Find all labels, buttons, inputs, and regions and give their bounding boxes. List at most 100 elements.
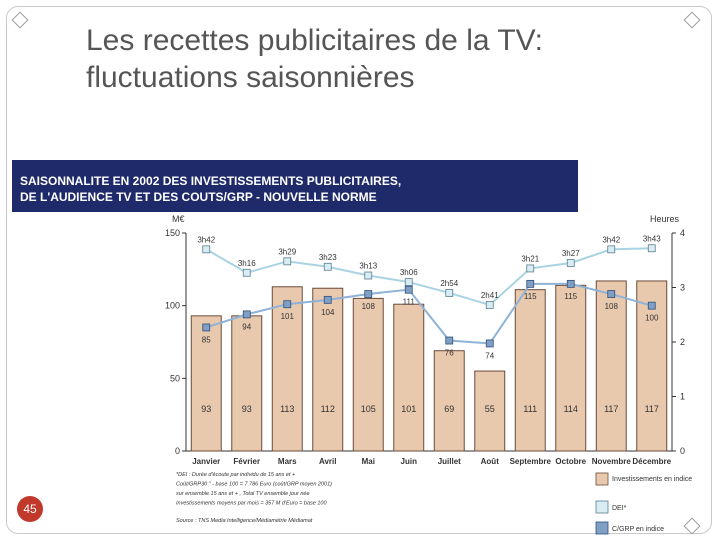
chart-legend: Investissements en indice DEI* C/GRP en in… — [595, 472, 692, 535]
grp-point-label: 104 — [321, 308, 335, 317]
grp-point — [283, 300, 292, 309]
bar-value-label: 101 — [401, 404, 416, 414]
slide-title: Les recettes publicitaires de la TV: flu… — [86, 22, 706, 96]
chart-axes: M€ Heures 0 50 100 150 0 1 2 3 4 — [165, 214, 685, 456]
x-tick-label: Décembre — [632, 457, 671, 466]
legend-swatch-dei — [595, 500, 609, 514]
legend-label-dei: DEI* — [612, 505, 627, 512]
dei-point-label: 2h54 — [440, 279, 458, 288]
page-number-badge: 45 — [17, 496, 43, 522]
x-tick-label: Avril — [319, 457, 337, 466]
bar-value-label: 114 — [564, 404, 578, 414]
grp-point — [202, 323, 211, 332]
grp-point-label: 100 — [645, 314, 659, 323]
footnote-line: *DEI : Durée d'écoute par individu de 15… — [176, 472, 296, 478]
grp-point — [323, 295, 332, 304]
dei-point-label: 2h41 — [481, 291, 499, 300]
grp-point-label: 101 — [281, 312, 295, 321]
dei-point-label: 3h21 — [521, 254, 539, 263]
grp-point-label: 94 — [242, 322, 251, 331]
y2-tick-label: 1 — [680, 392, 685, 402]
footnote-line: sur ensemble 15 ans et + , Total TV ense… — [176, 491, 310, 497]
legend-swatch-bars — [595, 472, 609, 486]
y2-tick-label: 4 — [680, 228, 685, 238]
dei-series-line — [205, 247, 652, 307]
bar-value-label: 93 — [242, 404, 252, 414]
grp-point-label: 108 — [362, 302, 376, 311]
dei-point — [485, 301, 494, 309]
dei-point — [445, 289, 454, 297]
chart-lines — [202, 244, 656, 348]
bar-value-label: 111 — [523, 404, 537, 414]
bar — [514, 289, 546, 452]
dei-point-label: 3h23 — [319, 253, 337, 262]
dei-point-label: 3h42 — [197, 235, 215, 244]
y2-axis-title: Heures — [650, 214, 680, 224]
bar-value-label: 69 — [444, 404, 454, 414]
y-tick-label: 100 — [165, 301, 180, 311]
x-tick-label: Mai — [362, 457, 375, 466]
dei-point-label: 3h29 — [278, 247, 296, 256]
grp-point-label: 108 — [605, 302, 619, 311]
legend-swatch-grp — [595, 521, 609, 535]
x-tick-label: Mars — [278, 457, 297, 466]
grp-point — [445, 336, 454, 345]
bar — [231, 315, 263, 452]
dei-point — [364, 271, 373, 280]
legend-label-grp: C/GRP en indice — [612, 526, 664, 533]
legend-label-bars: Investissements en indice — [612, 476, 692, 483]
bar — [393, 303, 425, 452]
dei-point — [566, 259, 575, 267]
dei-point-label: 3h43 — [643, 234, 661, 243]
x-tick-label: Août — [481, 457, 500, 466]
bar — [595, 280, 627, 452]
banner-line1: SAISONNALITE EN 2002 DES INVESTISSEMENTS… — [20, 174, 402, 188]
chart-footnotes: *DEI : Durée d'écoute par individu de 15… — [176, 472, 332, 524]
x-tick-label: Janvier — [192, 457, 220, 466]
dei-point — [242, 268, 251, 277]
y-tick-label: 150 — [165, 228, 180, 238]
dei-point-label: 3h16 — [238, 259, 256, 268]
y2-tick-label: 2 — [680, 337, 685, 347]
dei-point — [202, 245, 211, 254]
dei-point — [323, 262, 332, 271]
x-tick-label: Septembre — [510, 457, 552, 466]
y-tick-label: 0 — [175, 446, 180, 456]
grp-series-line — [205, 282, 653, 345]
chart-banner: SAISONNALITE EN 2002 DES INVESTISSEMENTS… — [12, 160, 578, 212]
slide-title-line1: Les recettes publicitaires de la TV: — [86, 24, 543, 57]
bar-value-label: 105 — [361, 404, 376, 414]
dei-point-label: 3h42 — [602, 235, 620, 244]
grp-point — [485, 339, 494, 348]
bar — [555, 284, 587, 452]
bar — [312, 287, 344, 452]
dei-point-label: 3h13 — [359, 262, 377, 271]
dei-point — [404, 278, 413, 286]
dei-point — [526, 264, 535, 273]
dei-point-label: 3h06 — [400, 268, 418, 277]
grp-point — [526, 279, 535, 288]
slide-frame — [6, 6, 712, 534]
chart-labels: 93 93 113 112 105 101 69 55 111 114 117 117 Janvier F… — [192, 234, 671, 466]
x-tick-label: Octobre — [555, 457, 586, 466]
bar — [433, 350, 465, 452]
grp-point-label: 74 — [485, 351, 494, 360]
grp-point — [242, 310, 251, 319]
dei-point — [283, 257, 292, 266]
grp-point — [404, 285, 413, 294]
y2-tick-label: 0 — [680, 446, 685, 456]
grp-point — [607, 290, 616, 298]
bar-value-label: 93 — [201, 404, 211, 414]
y-tick-label: 50 — [170, 373, 180, 383]
bar-value-label: 117 — [645, 404, 659, 414]
grp-point-label: 76 — [445, 349, 454, 358]
footnote-line: Source : TNS Media Intelligence/Médiamét… — [176, 518, 313, 524]
bar-value-label: 117 — [604, 404, 618, 414]
x-tick-label: Novembre — [592, 457, 632, 466]
grp-point-label: 85 — [202, 335, 211, 344]
bar — [352, 297, 384, 452]
grp-point-label: 115 — [524, 292, 537, 301]
bar — [271, 286, 303, 452]
grp-point — [364, 290, 373, 298]
dei-point-label: 3h27 — [562, 249, 580, 258]
